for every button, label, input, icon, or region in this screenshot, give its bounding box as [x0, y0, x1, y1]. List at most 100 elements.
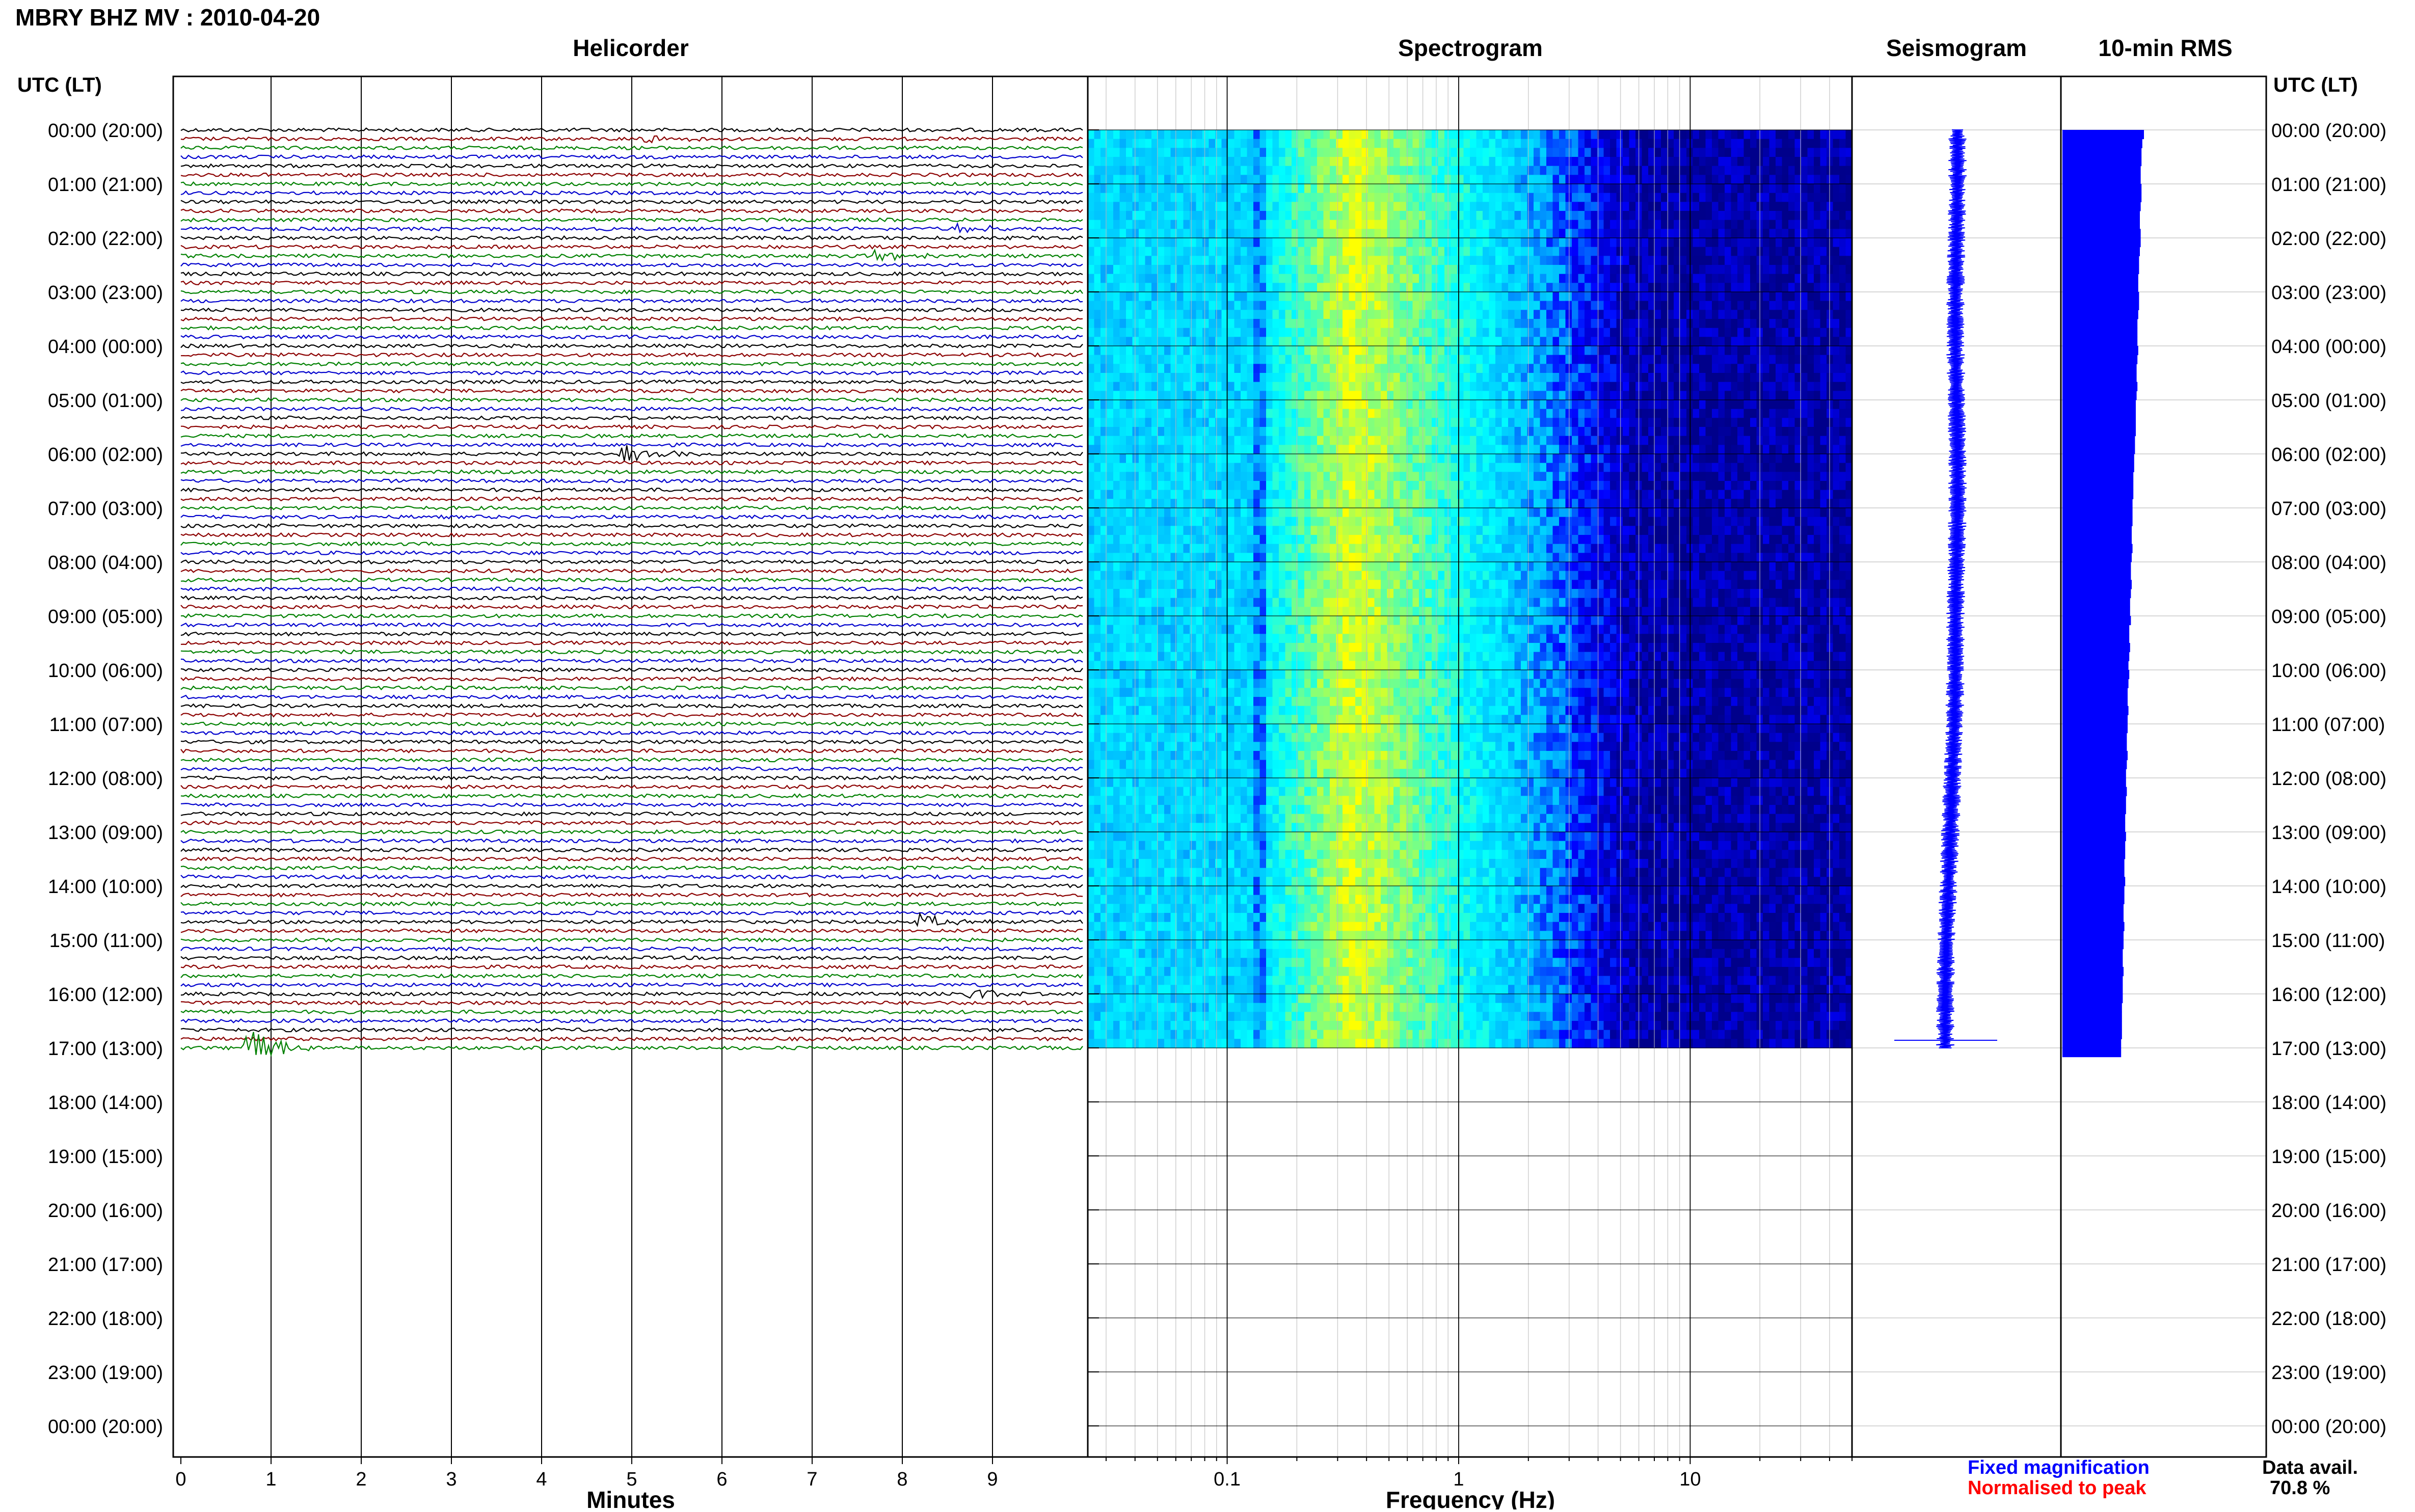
spectrogram-cell [1311, 346, 1318, 355]
spectrogram-cell [1515, 175, 1521, 184]
spectrogram-cell [1285, 130, 1292, 139]
spectrogram-cell [1553, 400, 1560, 409]
spectrogram-cell [1381, 454, 1387, 463]
spectrogram-cell [1464, 265, 1470, 274]
spectrogram-cell [1184, 202, 1190, 211]
spectrogram-cell [1814, 283, 1820, 292]
spectrogram-cell [1750, 202, 1757, 211]
spectrogram-cell [1629, 310, 1636, 319]
spectrogram-cell [1375, 220, 1381, 229]
spectrogram-cell [1578, 427, 1585, 436]
spectrogram-cell [1515, 139, 1521, 148]
spectrogram-cell [1375, 130, 1381, 139]
spectrogram-cell [1470, 211, 1477, 220]
spectrogram-cell [1617, 391, 1623, 400]
spectrogram-cell [1279, 229, 1285, 238]
spectrogram-cell [1833, 166, 1840, 175]
spectrogram-cell [1145, 265, 1152, 274]
spectrogram-cell [1164, 220, 1171, 229]
spectrogram-cell [1508, 193, 1515, 202]
spectrogram-cell [1585, 346, 1591, 355]
spectrogram-cell [1107, 265, 1114, 274]
spectrogram-cell [1610, 310, 1617, 319]
spectrogram-cell [1540, 391, 1547, 400]
spectrogram-cell [1164, 184, 1171, 193]
spectrogram-cell [1413, 409, 1419, 418]
spectrogram-cell [1495, 418, 1502, 427]
spectrogram-cell [1266, 148, 1273, 157]
spectrogram-cell [1113, 472, 1120, 481]
spectrogram-cell [1706, 211, 1712, 220]
spectrogram-cell [1266, 391, 1273, 400]
spectrogram-cell [1699, 283, 1706, 292]
spectrogram-cell [1706, 292, 1712, 301]
spectrogram-cell [1477, 391, 1483, 400]
spectrogram-cell [1094, 337, 1101, 346]
spectrogram-cell [1788, 400, 1795, 409]
spectrogram-cell [1540, 436, 1547, 445]
spectrogram-cell [1126, 175, 1133, 184]
spectrogram-cell [1546, 454, 1553, 463]
spectrogram-cell [1719, 346, 1725, 355]
spectrogram-cell [1546, 283, 1553, 292]
spectrogram-cell [1393, 373, 1400, 382]
spectrogram-cell [1253, 400, 1260, 409]
spectrogram-cell [1578, 229, 1585, 238]
spectrogram-cell [1241, 274, 1247, 283]
spectrogram-cell [1426, 184, 1432, 193]
time-label-left: 06:00 (02:00) [48, 444, 163, 466]
spectrogram-cell [1171, 301, 1177, 310]
spectrogram-cell [1578, 346, 1585, 355]
spectrogram-cell [1209, 238, 1216, 247]
spectrogram-cell [1668, 274, 1674, 283]
spectrogram-cell [1381, 310, 1387, 319]
spectrogram-cell [1253, 148, 1260, 157]
spectrogram-cell [1336, 373, 1343, 382]
spectrogram-cell [1202, 310, 1209, 319]
spectrogram-cell [1139, 220, 1145, 229]
spectrogram-cell [1298, 220, 1305, 229]
spectrogram-cell [1489, 292, 1496, 301]
spectrogram-cell [1113, 427, 1120, 436]
spectrogram-cell [1336, 301, 1343, 310]
spectrogram-cell [1145, 337, 1152, 346]
spectrogram-cell [1266, 364, 1273, 373]
spectrogram-cell [1693, 445, 1700, 454]
spectrogram-cell [1202, 148, 1209, 157]
spectrogram-cell [1457, 301, 1464, 310]
spectrogram-cell [1202, 364, 1209, 373]
spectrogram-cell [1546, 301, 1553, 310]
spectrogram-cell [1585, 436, 1591, 445]
spectrogram-cell [1495, 211, 1502, 220]
spectrogram-cell [1502, 319, 1509, 328]
spectrogram-cell [1788, 310, 1795, 319]
spectrogram-cell [1349, 355, 1356, 364]
spectrogram-cell [1623, 454, 1629, 463]
spectrogram-cell [1483, 319, 1489, 328]
spectrogram-cell [1260, 202, 1267, 211]
spectrogram-cell [1133, 184, 1139, 193]
spectrogram-cell [1629, 139, 1636, 148]
spectrogram-cell [1311, 319, 1318, 328]
spectrogram-cell [1457, 364, 1464, 373]
spectrogram-cell [1113, 328, 1120, 337]
spectrogram-cell [1578, 175, 1585, 184]
spectrogram-cell [1699, 202, 1706, 211]
spectrogram-cell [1820, 148, 1827, 157]
spectrogram-cell [1336, 256, 1343, 265]
spectrogram-cell [1489, 436, 1496, 445]
spectrogram-cell [1393, 337, 1400, 346]
spectrogram-cell [1623, 436, 1629, 445]
spectrogram-cell [1776, 139, 1782, 148]
spectrogram-cell [1158, 175, 1165, 184]
spectrogram-cell [1279, 283, 1285, 292]
spectrogram-cell [1801, 463, 1808, 472]
spectrogram-cell [1164, 355, 1171, 364]
spectrogram-cell [1190, 400, 1196, 409]
spectrogram-cell [1693, 202, 1700, 211]
spectrogram-cell [1737, 238, 1744, 247]
spectrogram-cell [1629, 301, 1636, 310]
spectrogram-cell [1814, 175, 1820, 184]
spectrogram-cell [1164, 373, 1171, 382]
spectrogram-cell [1706, 463, 1712, 472]
